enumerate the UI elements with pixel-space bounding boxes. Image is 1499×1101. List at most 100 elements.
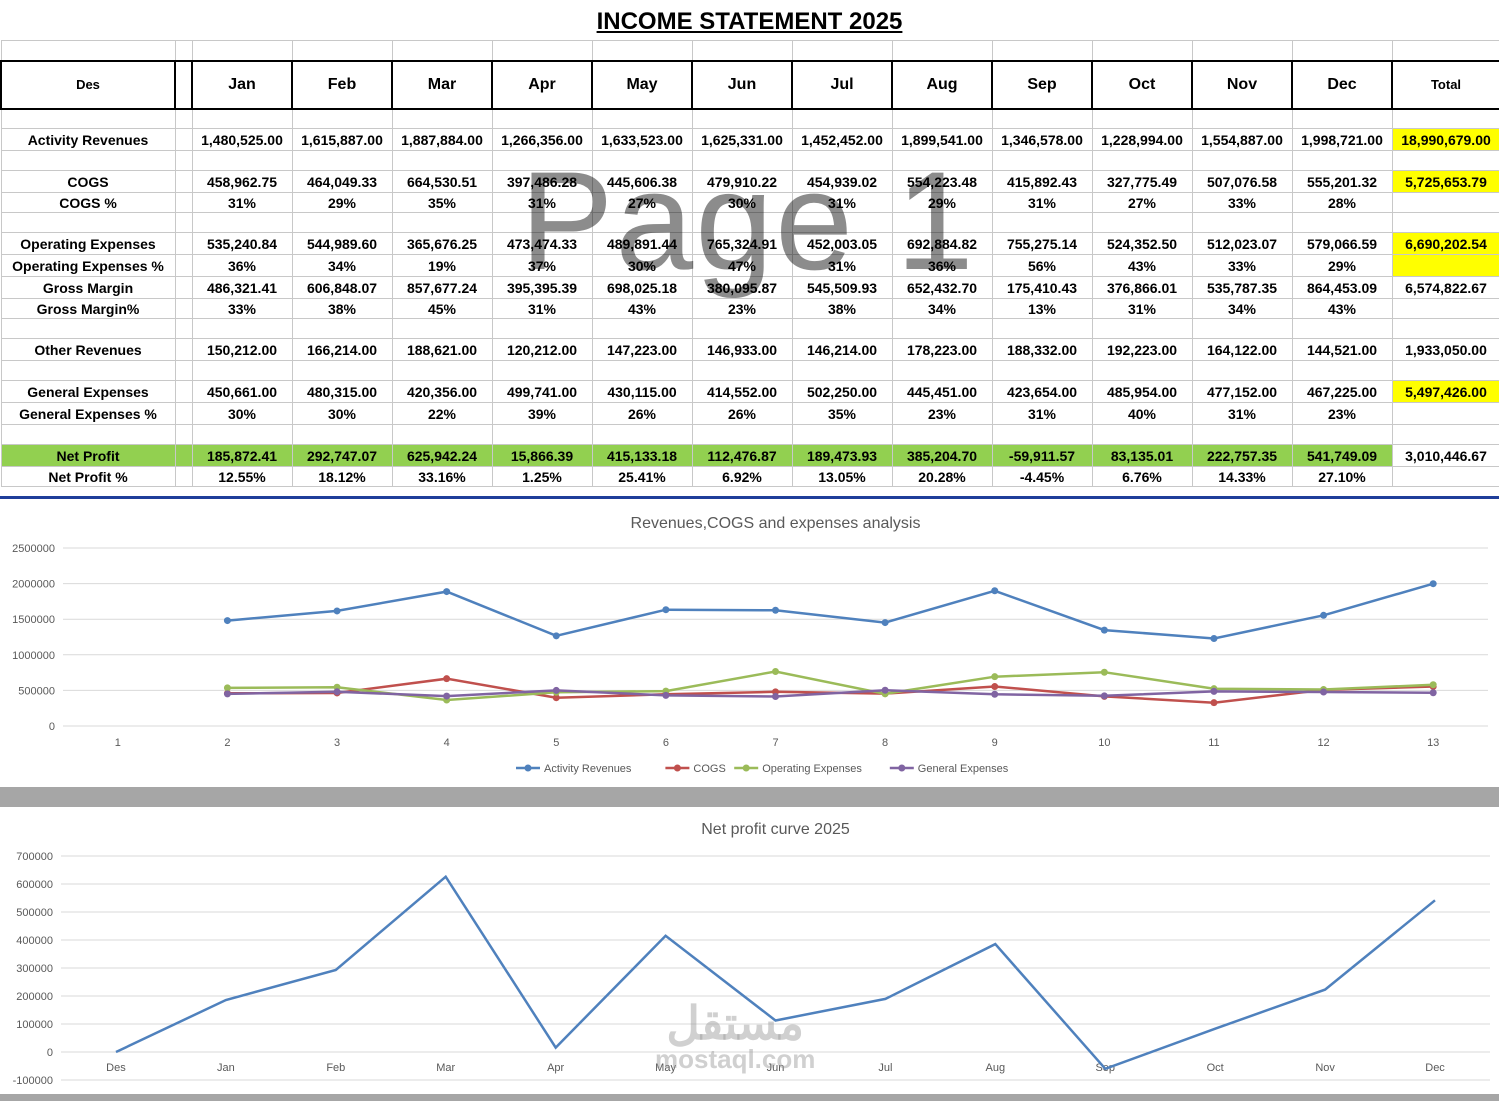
value-cell[interactable]: 541,749.09 (1291, 444, 1393, 467)
total-cell[interactable] (1391, 298, 1499, 319)
value-cell[interactable]: 26% (691, 402, 793, 425)
empty-cell[interactable] (1391, 150, 1499, 171)
empty-cell[interactable] (174, 150, 193, 171)
value-cell[interactable]: 606,848.07 (291, 276, 393, 299)
value-cell[interactable]: 755,275.14 (991, 232, 1093, 255)
empty-cell[interactable] (1391, 212, 1499, 233)
value-cell[interactable]: 146,933.00 (691, 338, 793, 361)
value-cell[interactable]: 37% (491, 254, 593, 277)
value-cell[interactable]: 1,998,721.00 (1291, 128, 1393, 151)
empty-cell[interactable] (991, 360, 1093, 381)
header-des-cell[interactable]: Des (0, 59, 176, 110)
data-point[interactable] (991, 683, 999, 691)
empty-cell[interactable] (1091, 424, 1193, 445)
empty-cell[interactable] (391, 424, 493, 445)
gap-cell[interactable] (174, 192, 193, 213)
value-cell[interactable]: 144,521.00 (1291, 338, 1393, 361)
empty-cell[interactable] (691, 318, 793, 339)
gap-cell[interactable] (174, 444, 193, 467)
value-cell[interactable]: 477,152.00 (1191, 380, 1293, 403)
empty-cell[interactable] (0, 150, 176, 171)
value-cell[interactable]: 185,872.41 (191, 444, 293, 467)
value-cell[interactable]: 445,606.38 (591, 170, 693, 193)
empty-cell[interactable] (291, 40, 393, 61)
data-point[interactable] (223, 617, 231, 625)
empty-cell[interactable] (991, 150, 1093, 171)
value-cell[interactable]: 14.33% (1191, 466, 1293, 487)
empty-cell[interactable] (174, 108, 193, 129)
value-cell[interactable]: 467,225.00 (1291, 380, 1393, 403)
empty-cell[interactable] (1191, 40, 1293, 61)
empty-cell[interactable] (491, 108, 593, 129)
row-label[interactable]: Net Profit % (0, 466, 176, 487)
value-cell[interactable]: 692,884.82 (891, 232, 993, 255)
data-point[interactable] (552, 694, 560, 702)
empty-cell[interactable] (691, 40, 793, 61)
value-cell[interactable]: -4.45% (991, 466, 1093, 487)
empty-cell[interactable] (1391, 360, 1499, 381)
data-point[interactable] (1210, 687, 1218, 695)
data-point[interactable] (1100, 668, 1108, 676)
empty-cell[interactable] (491, 360, 593, 381)
empty-cell[interactable] (1391, 40, 1499, 61)
empty-cell[interactable] (191, 212, 293, 233)
header-month-oct[interactable]: Oct (1091, 59, 1193, 110)
header-month-feb[interactable]: Feb (291, 59, 393, 110)
data-point[interactable] (1429, 681, 1437, 689)
value-cell[interactable]: 189,473.93 (791, 444, 893, 467)
data-point[interactable] (1210, 634, 1218, 642)
value-cell[interactable]: 33% (191, 298, 293, 319)
total-cell[interactable] (1391, 192, 1499, 213)
value-cell[interactable]: 698,025.18 (591, 276, 693, 299)
empty-cell[interactable] (1191, 360, 1293, 381)
row-label[interactable]: Activity Revenues (0, 128, 176, 151)
empty-cell[interactable] (691, 150, 793, 171)
value-cell[interactable]: 38% (291, 298, 393, 319)
value-cell[interactable]: 166,214.00 (291, 338, 393, 361)
empty-cell[interactable] (1191, 318, 1293, 339)
value-cell[interactable]: 1,899,541.00 (891, 128, 993, 151)
value-cell[interactable]: 47% (691, 254, 793, 277)
empty-cell[interactable] (1191, 150, 1293, 171)
value-cell[interactable]: 450,661.00 (191, 380, 293, 403)
legend-entry[interactable]: Activity Revenues (516, 763, 632, 775)
total-cell[interactable] (1391, 402, 1499, 425)
empty-cell[interactable] (0, 108, 176, 129)
value-cell[interactable]: 40% (1091, 402, 1193, 425)
data-point[interactable] (1429, 580, 1437, 588)
value-cell[interactable]: 535,787.35 (1191, 276, 1293, 299)
value-cell[interactable]: 20.28% (891, 466, 993, 487)
gap-cell[interactable] (174, 380, 193, 403)
series-line-0[interactable] (227, 582, 1434, 640)
value-cell[interactable]: 31% (1091, 298, 1193, 319)
empty-cell[interactable] (691, 212, 793, 233)
header-month-jul[interactable]: Jul (791, 59, 893, 110)
empty-cell[interactable] (191, 424, 293, 445)
empty-cell[interactable] (1391, 108, 1499, 129)
header-month-mar[interactable]: Mar (391, 59, 493, 110)
legend-entry[interactable]: General Expenses (889, 763, 1009, 775)
value-cell[interactable]: 23% (691, 298, 793, 319)
empty-cell[interactable] (391, 212, 493, 233)
data-point[interactable] (552, 686, 560, 694)
value-cell[interactable]: 188,332.00 (991, 338, 1093, 361)
value-cell[interactable]: -59,911.57 (991, 444, 1093, 467)
empty-cell[interactable] (174, 318, 193, 339)
empty-cell[interactable] (1291, 424, 1393, 445)
value-cell[interactable]: 507,076.58 (1191, 170, 1293, 193)
value-cell[interactable]: 292,747.07 (291, 444, 393, 467)
value-cell[interactable]: 29% (1291, 254, 1393, 277)
value-cell[interactable]: 36% (891, 254, 993, 277)
empty-cell[interactable] (191, 108, 293, 129)
row-label[interactable]: General Expenses % (0, 402, 176, 425)
row-label[interactable]: Operating Expenses % (0, 254, 176, 277)
empty-cell[interactable] (591, 212, 693, 233)
series-line-0[interactable] (115, 874, 1436, 1071)
empty-cell[interactable] (591, 150, 693, 171)
value-cell[interactable]: 18.12% (291, 466, 393, 487)
value-cell[interactable]: 34% (891, 298, 993, 319)
net-profit-chart[interactable]: Net profit curve 2025 -100000 0 100000 20000… (0, 807, 1499, 1094)
value-cell[interactable]: 857,677.24 (391, 276, 493, 299)
empty-cell[interactable] (791, 150, 893, 171)
value-cell[interactable]: 430,115.00 (591, 380, 693, 403)
